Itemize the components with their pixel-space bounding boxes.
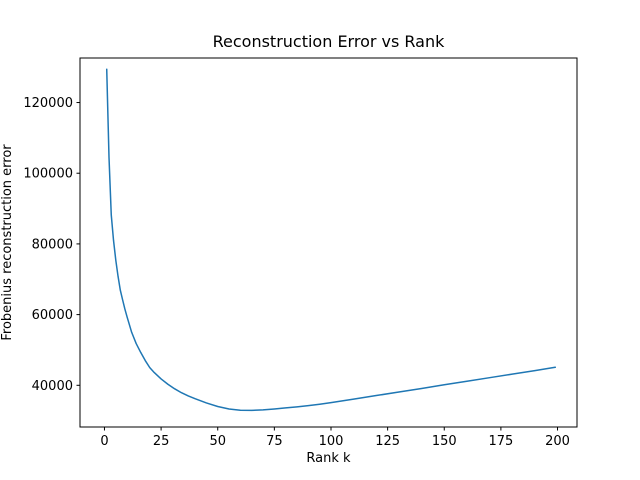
y-tick-label: 120000 <box>23 96 73 111</box>
chart-title: Reconstruction Error vs Rank <box>213 32 446 51</box>
x-tick-label: 50 <box>209 434 226 449</box>
plot-area <box>79 57 578 428</box>
y-tick-label: 100000 <box>23 167 73 182</box>
x-tick-label: 200 <box>545 434 570 449</box>
y-tick-label: 60000 <box>32 308 73 323</box>
x-tick-label: 100 <box>319 434 344 449</box>
x-tick-label: 150 <box>432 434 457 449</box>
x-tick-label: 75 <box>266 434 283 449</box>
y-tick-label: 80000 <box>32 237 73 252</box>
x-tick-label: 25 <box>153 434 170 449</box>
y-axis: 40000 60000 80000 100000 120000 <box>23 96 80 394</box>
x-tick-label: 0 <box>100 434 108 449</box>
y-axis-label: Frobenius reconstruction error <box>0 144 15 341</box>
reconstruction-error-curve <box>105 68 556 412</box>
y-tick-label: 40000 <box>32 379 73 394</box>
x-axis: 0 25 50 75 100 125 150 175 200 <box>100 427 570 449</box>
x-tick-label: 125 <box>375 434 400 449</box>
x-tick-label: 175 <box>488 434 513 449</box>
x-axis-label: Rank k <box>306 451 351 466</box>
